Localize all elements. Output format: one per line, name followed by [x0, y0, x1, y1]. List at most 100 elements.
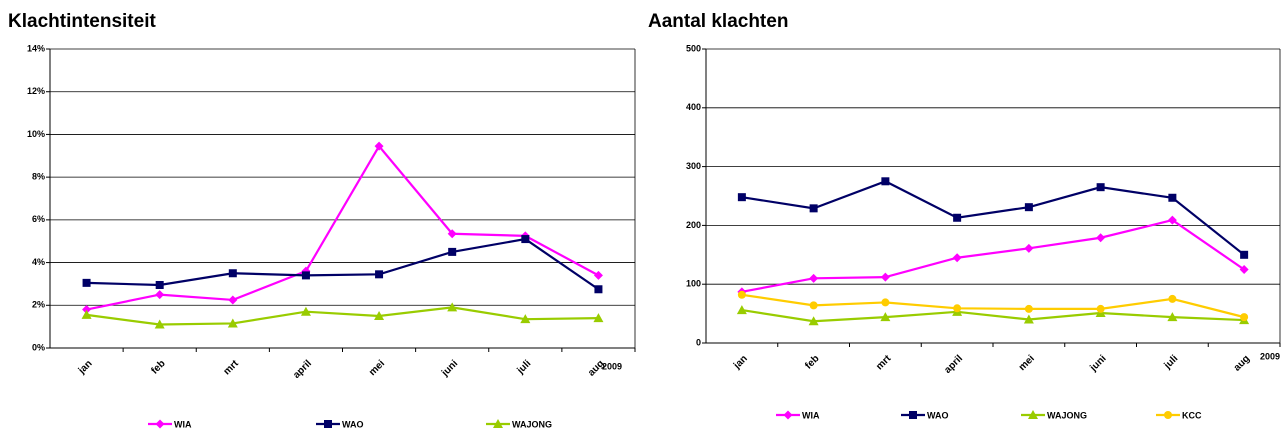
- legend-label: WIA: [174, 419, 192, 429]
- marker: [155, 280, 164, 289]
- x-tick-label: juli: [1162, 353, 1181, 372]
- marker: [1023, 314, 1034, 324]
- marker: [809, 301, 818, 310]
- y-tick-label: 500: [686, 43, 701, 53]
- y-tick-label: 0: [696, 337, 701, 347]
- y-tick-label: 8%: [32, 172, 45, 182]
- marker: [809, 273, 819, 283]
- marker: [228, 269, 237, 278]
- x-tick-label: jan: [76, 358, 95, 377]
- marker: [737, 290, 746, 299]
- y-tick-label: 12%: [27, 86, 45, 96]
- marker: [521, 235, 530, 244]
- marker: [154, 319, 165, 329]
- series-line: [741, 218, 1245, 293]
- legend-label: KCC: [1182, 410, 1202, 420]
- marker: [953, 213, 962, 222]
- marker: [593, 270, 603, 280]
- y-tick-label: 400: [686, 102, 701, 112]
- x-tick-label: mei: [367, 358, 387, 378]
- legend-label: WAO: [927, 410, 949, 420]
- y-tick-label: 2%: [32, 300, 45, 310]
- x-tick-label: juni: [439, 358, 460, 379]
- marker: [952, 253, 962, 263]
- marker: [1024, 243, 1034, 253]
- marker: [1024, 304, 1033, 313]
- x-tick-label: aug: [1232, 353, 1252, 373]
- legend-label: WAJONG: [512, 419, 552, 429]
- marker: [493, 419, 503, 428]
- y-tick-label: 10%: [27, 129, 45, 139]
- y-tick-label: 0%: [32, 342, 45, 352]
- marker: [1096, 183, 1105, 192]
- annotation: 2009: [602, 361, 622, 371]
- marker: [1096, 304, 1105, 313]
- x-tick-label: juli: [515, 358, 534, 377]
- legend-label: WAO: [342, 419, 364, 429]
- marker: [374, 141, 384, 151]
- marker: [324, 420, 332, 428]
- marker: [82, 305, 92, 315]
- series-line: [741, 180, 1245, 256]
- marker: [448, 247, 457, 256]
- x-tick-label: mei: [1017, 353, 1037, 373]
- marker: [881, 298, 890, 307]
- series-line: [86, 144, 599, 311]
- marker: [1240, 313, 1249, 322]
- x-tick-label: mrt: [222, 358, 242, 378]
- x-tick-label: jan: [731, 353, 750, 372]
- y-tick-label: 14%: [27, 43, 45, 53]
- marker: [809, 204, 818, 213]
- marker: [1167, 312, 1178, 322]
- marker: [1028, 410, 1038, 419]
- series-line: [741, 308, 1245, 323]
- marker: [1240, 250, 1249, 259]
- chart-title: Aantal klachten: [648, 11, 788, 32]
- marker: [1164, 411, 1172, 419]
- y-tick-label: 6%: [32, 214, 45, 224]
- marker: [1239, 265, 1249, 274]
- marker: [374, 310, 385, 320]
- series-line: [86, 237, 600, 291]
- marker: [447, 302, 458, 312]
- marker: [1168, 193, 1177, 202]
- x-tick-label: april: [942, 353, 965, 376]
- marker: [880, 272, 890, 282]
- marker: [155, 419, 165, 429]
- y-tick-label: 300: [686, 161, 701, 171]
- marker: [227, 318, 238, 328]
- marker: [228, 295, 238, 305]
- x-tick-label: juni: [1088, 353, 1109, 374]
- y-tick-label: 200: [686, 220, 701, 230]
- marker: [1167, 215, 1177, 225]
- x-tick-label: april: [291, 358, 314, 381]
- marker: [909, 411, 917, 419]
- y-tick-label: 4%: [32, 257, 45, 267]
- marker: [375, 270, 384, 279]
- marker: [1024, 203, 1033, 212]
- marker: [808, 316, 819, 326]
- marker: [1096, 233, 1106, 243]
- x-tick-label: feb: [149, 358, 167, 376]
- marker: [736, 305, 747, 315]
- marker: [737, 193, 746, 202]
- marker: [953, 304, 962, 313]
- annotation: 2009: [1260, 351, 1280, 361]
- chart-title: Klachtintensiteit: [8, 11, 156, 32]
- series-line: [86, 306, 599, 326]
- marker: [155, 290, 165, 300]
- series-line: [741, 293, 1245, 319]
- y-tick-label: 100: [686, 279, 701, 289]
- marker: [81, 309, 92, 319]
- marker: [82, 278, 91, 287]
- marker: [881, 177, 890, 186]
- marker: [1168, 294, 1177, 303]
- legend-label: WAJONG: [1047, 410, 1087, 420]
- marker: [520, 314, 531, 324]
- x-tick-label: feb: [803, 353, 821, 371]
- legend-label: WIA: [802, 410, 820, 420]
- marker: [783, 410, 793, 420]
- marker: [594, 285, 603, 294]
